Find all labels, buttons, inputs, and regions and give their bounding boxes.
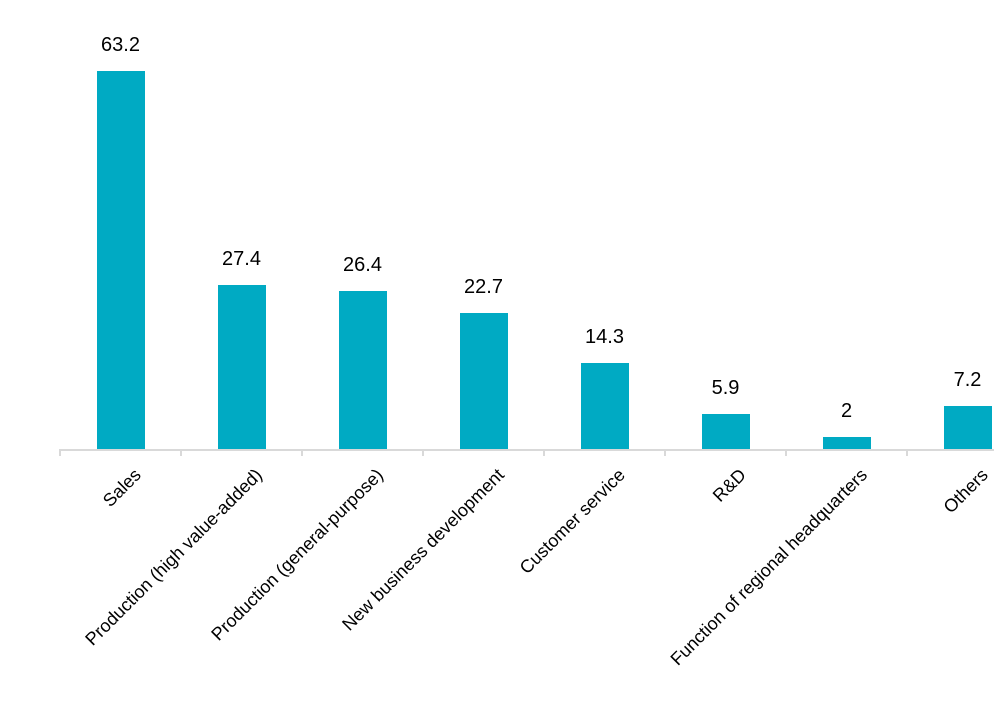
bar-value-label: 7.2: [953, 369, 982, 391]
bar-chart: 63.2 Sales 27.4 Production (high value-adde…: [40, 16, 994, 696]
bar: [701, 414, 750, 449]
x-axis-tick: [301, 449, 303, 456]
bar: [217, 285, 266, 449]
x-axis-tick: [785, 449, 787, 456]
bar: [943, 406, 992, 449]
x-axis-tick: [180, 449, 182, 456]
x-axis-tick: [59, 449, 61, 456]
bar-value-label: 14.3: [585, 326, 624, 348]
bar: [96, 71, 145, 449]
bar-value-label: 22.7: [464, 276, 503, 298]
x-axis-tick: [906, 449, 908, 456]
bar-value-label: 5.9: [711, 377, 740, 399]
bar: [459, 313, 508, 449]
x-axis-line: [59, 449, 994, 451]
bar-value-label: 26.4: [343, 254, 382, 276]
x-axis-tick-label: Customer service: [516, 464, 630, 578]
bar-value-label: 63.2: [101, 34, 140, 56]
bar: [580, 363, 629, 449]
x-axis-tick-label: Sales: [99, 464, 146, 511]
x-axis-tick-label: Others: [940, 464, 993, 518]
bar: [822, 437, 871, 449]
bar: [338, 291, 387, 449]
x-axis-tick: [422, 449, 424, 456]
x-axis-tick-label: R&D: [709, 464, 751, 506]
bar-value-label: 27.4: [222, 248, 261, 270]
x-axis-tick: [543, 449, 545, 456]
x-axis-tick-label: Function of regional headquarters: [666, 464, 872, 670]
x-axis-tick: [664, 449, 666, 456]
bar-value-label: 2: [840, 400, 853, 422]
